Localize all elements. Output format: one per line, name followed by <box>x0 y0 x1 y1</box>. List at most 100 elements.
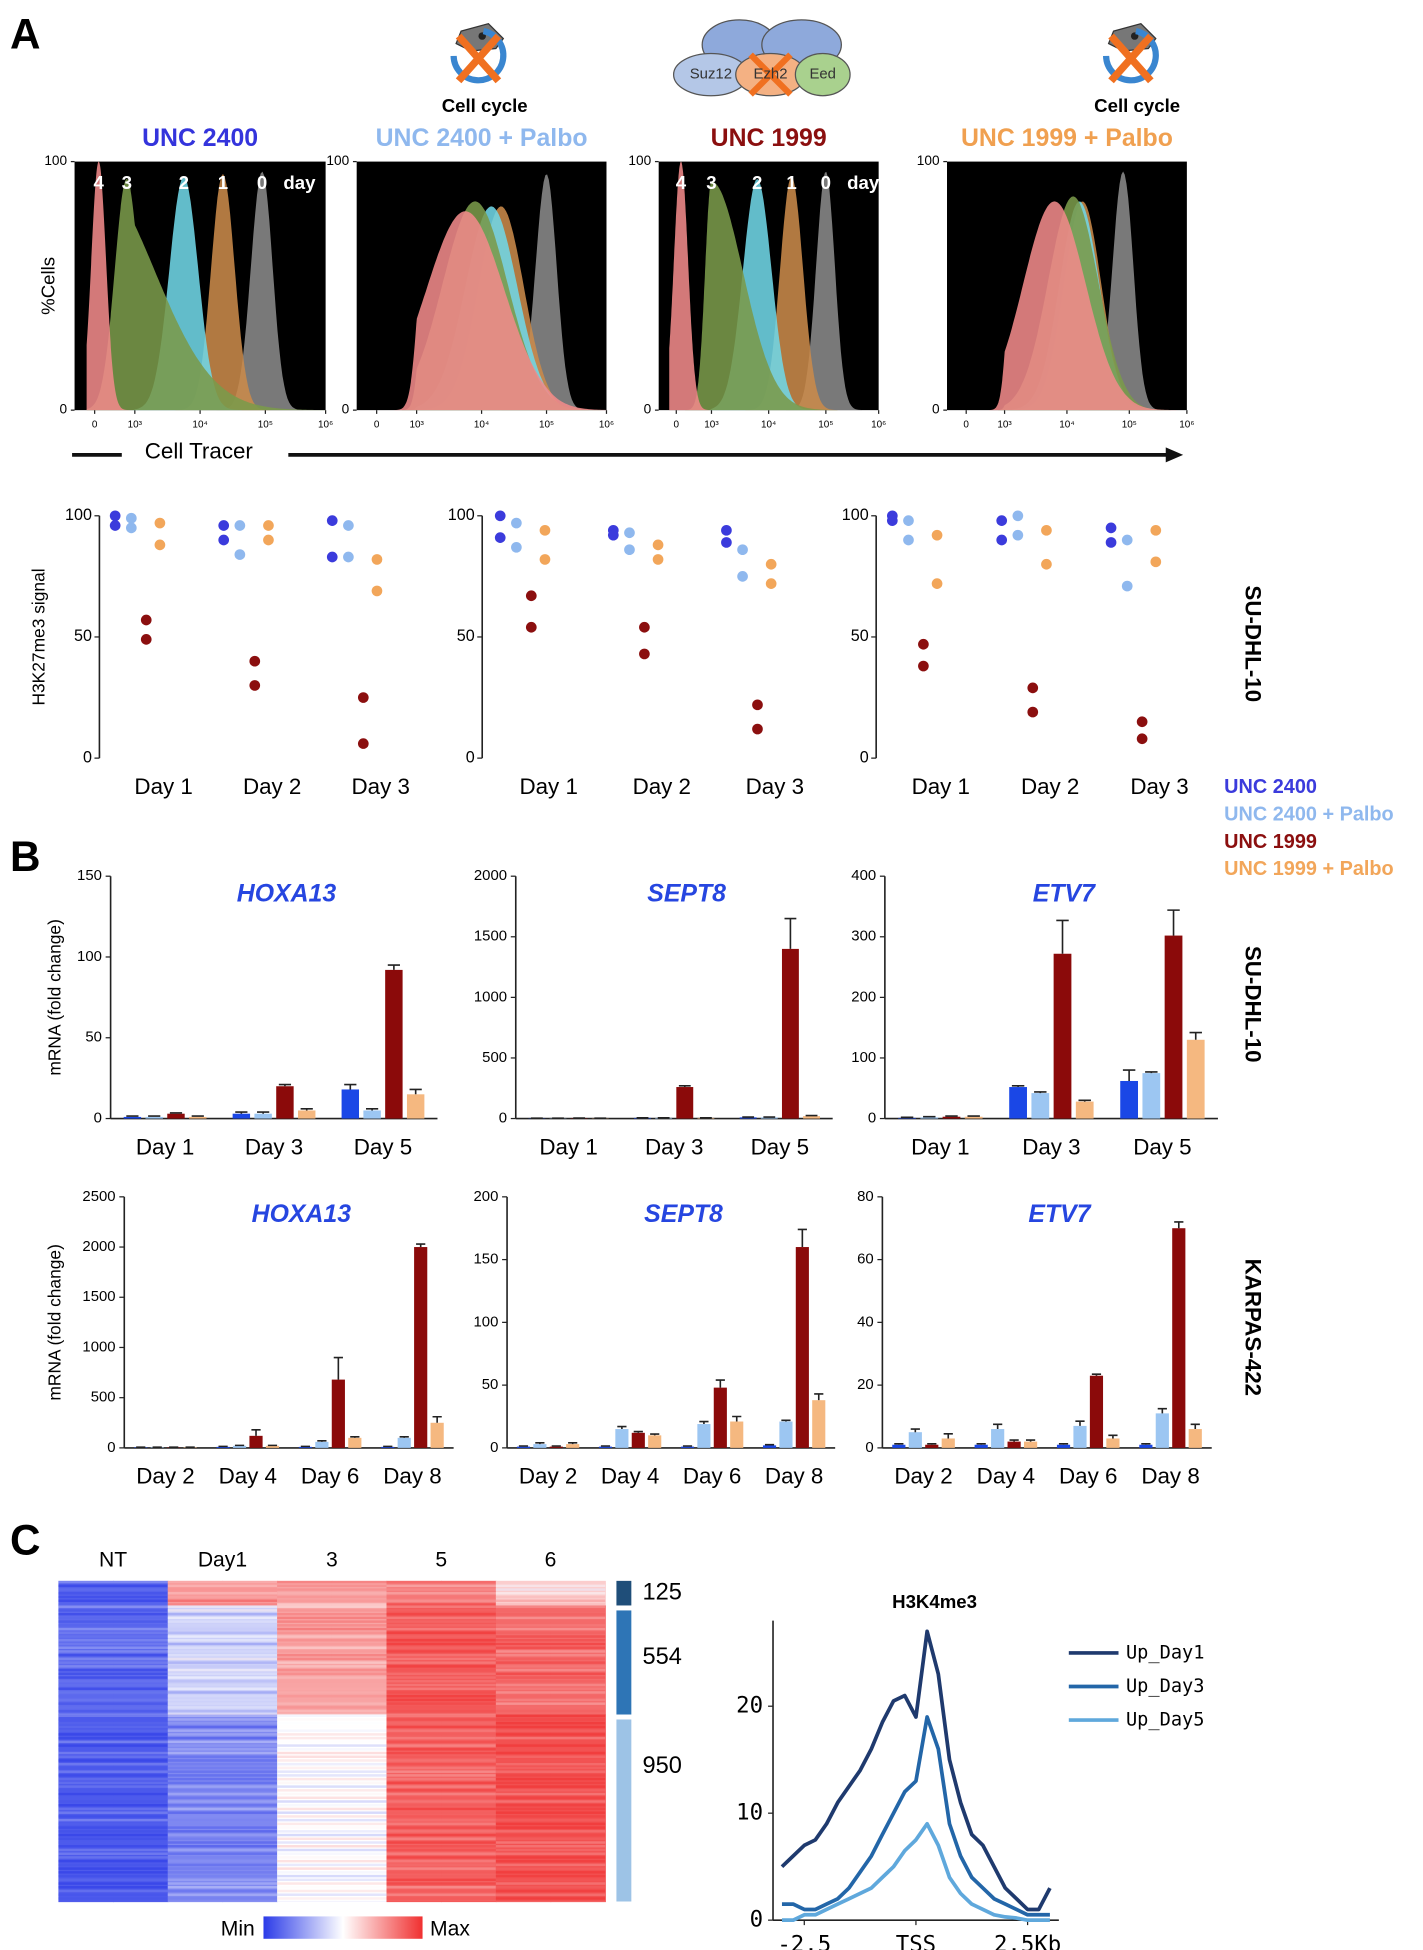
error-bar <box>976 1442 986 1445</box>
dot <box>903 534 914 546</box>
heatmap-texture <box>386 1867 496 1870</box>
heatmap-texture <box>277 1893 387 1896</box>
bar <box>631 1432 645 1448</box>
heatmap-texture <box>495 1661 606 1664</box>
heatmap-texture <box>167 1665 278 1668</box>
heatmap-texture <box>58 1874 168 1878</box>
heatmap-texture <box>58 1642 168 1646</box>
bar <box>680 1446 695 1448</box>
heatmap-texture <box>277 1639 387 1642</box>
heatmap-texture <box>277 1867 387 1870</box>
heatmap-texture <box>495 1882 606 1885</box>
dot <box>737 544 748 556</box>
heatmap-texture <box>167 1744 278 1747</box>
heatmap-texture <box>58 1584 168 1588</box>
heatmap-texture <box>386 1620 496 1623</box>
annotation: 1 <box>786 172 796 193</box>
density-curve <box>86 161 326 411</box>
heatmap-texture <box>58 1811 168 1814</box>
heatmap-texture <box>167 1642 278 1646</box>
line-series <box>781 1821 1050 1923</box>
dot <box>607 529 619 541</box>
bar <box>276 1086 294 1119</box>
heatmap-texture <box>58 1588 168 1591</box>
heatmap-texture <box>495 1729 606 1732</box>
bar <box>189 1116 207 1119</box>
heatmap-texture <box>495 1803 606 1807</box>
error-bar <box>251 1429 261 1436</box>
dot <box>1012 529 1024 541</box>
x-tick-label: Day 1 <box>539 1134 597 1159</box>
error-bar <box>927 1442 937 1445</box>
panel-label: A <box>10 10 41 57</box>
bar <box>516 1446 531 1448</box>
error-bar <box>781 1419 791 1422</box>
y-tick-label: 20 <box>857 1377 874 1393</box>
legend-label: Up_Day3 <box>1126 1676 1205 1697</box>
x-tick-label: Day 4 <box>977 1464 1035 1489</box>
bar <box>315 1441 329 1448</box>
icon-label: Cell cycle <box>442 95 528 116</box>
bar <box>1139 1444 1153 1448</box>
bar <box>762 1445 777 1448</box>
dot <box>624 527 635 539</box>
heatmap-texture <box>277 1665 387 1668</box>
heatmap-texture <box>277 1603 387 1606</box>
heatmap-texture <box>277 1588 387 1591</box>
bar <box>1009 1087 1027 1119</box>
error-bar <box>535 1442 545 1445</box>
heatmap-texture <box>167 1683 278 1687</box>
bar <box>348 1437 362 1448</box>
y-tick-label: 1000 <box>82 1339 115 1355</box>
error-bar <box>235 1111 248 1114</box>
heatmap-texture <box>495 1650 606 1653</box>
heatmap-texture <box>167 1650 278 1653</box>
dot <box>109 520 121 531</box>
heatmap-texture <box>58 1777 168 1781</box>
bar <box>385 969 403 1119</box>
heatmap-texture <box>277 1900 387 1902</box>
heatmap-texture <box>495 1609 606 1612</box>
heatmap-texture <box>277 1845 387 1848</box>
heatmap-texture <box>167 1672 278 1676</box>
error-bar <box>784 917 797 949</box>
error-bar <box>568 1442 578 1445</box>
heatmap-texture <box>495 1736 606 1740</box>
icon-label: Cell cycle <box>1094 95 1180 116</box>
y-tick-label: 1500 <box>82 1289 115 1305</box>
heatmap-texture <box>58 1833 168 1837</box>
heatmap-texture <box>167 1800 278 1803</box>
bar <box>216 1446 230 1448</box>
chart-title: ETV7 <box>1028 1201 1091 1228</box>
density-curve <box>958 171 1187 411</box>
heatmap-texture <box>386 1740 496 1744</box>
dot <box>765 578 777 589</box>
heatmap-texture <box>495 1897 606 1900</box>
error-bar <box>278 1083 292 1087</box>
y-tick-label: 0 <box>932 402 940 417</box>
heatmap-texture <box>167 1818 278 1822</box>
bar <box>298 1110 316 1119</box>
dot <box>1105 537 1117 548</box>
heatmap-texture <box>386 1698 496 1702</box>
bar <box>566 1444 580 1448</box>
density-curve <box>669 161 879 411</box>
heatmap-texture <box>58 1639 168 1642</box>
heatmap-texture <box>277 1721 387 1725</box>
x-tick-label: Day 3 <box>1130 774 1188 799</box>
heatmap-texture <box>277 1691 387 1694</box>
error-bar <box>350 1436 360 1438</box>
heatmap-texture <box>58 1751 168 1755</box>
dot <box>1041 558 1052 570</box>
dot <box>154 539 166 551</box>
dot <box>1121 534 1133 546</box>
heatmap-texture <box>386 1733 496 1736</box>
heatmap-texture <box>58 1759 168 1762</box>
bar <box>1089 1375 1104 1448</box>
heatmap-texture <box>386 1580 496 1584</box>
annotation: 1 <box>218 172 228 193</box>
heatmap-texture <box>277 1714 387 1717</box>
heatmap-texture <box>167 1616 278 1620</box>
error-bar <box>814 1393 824 1401</box>
bar <box>713 1387 727 1448</box>
